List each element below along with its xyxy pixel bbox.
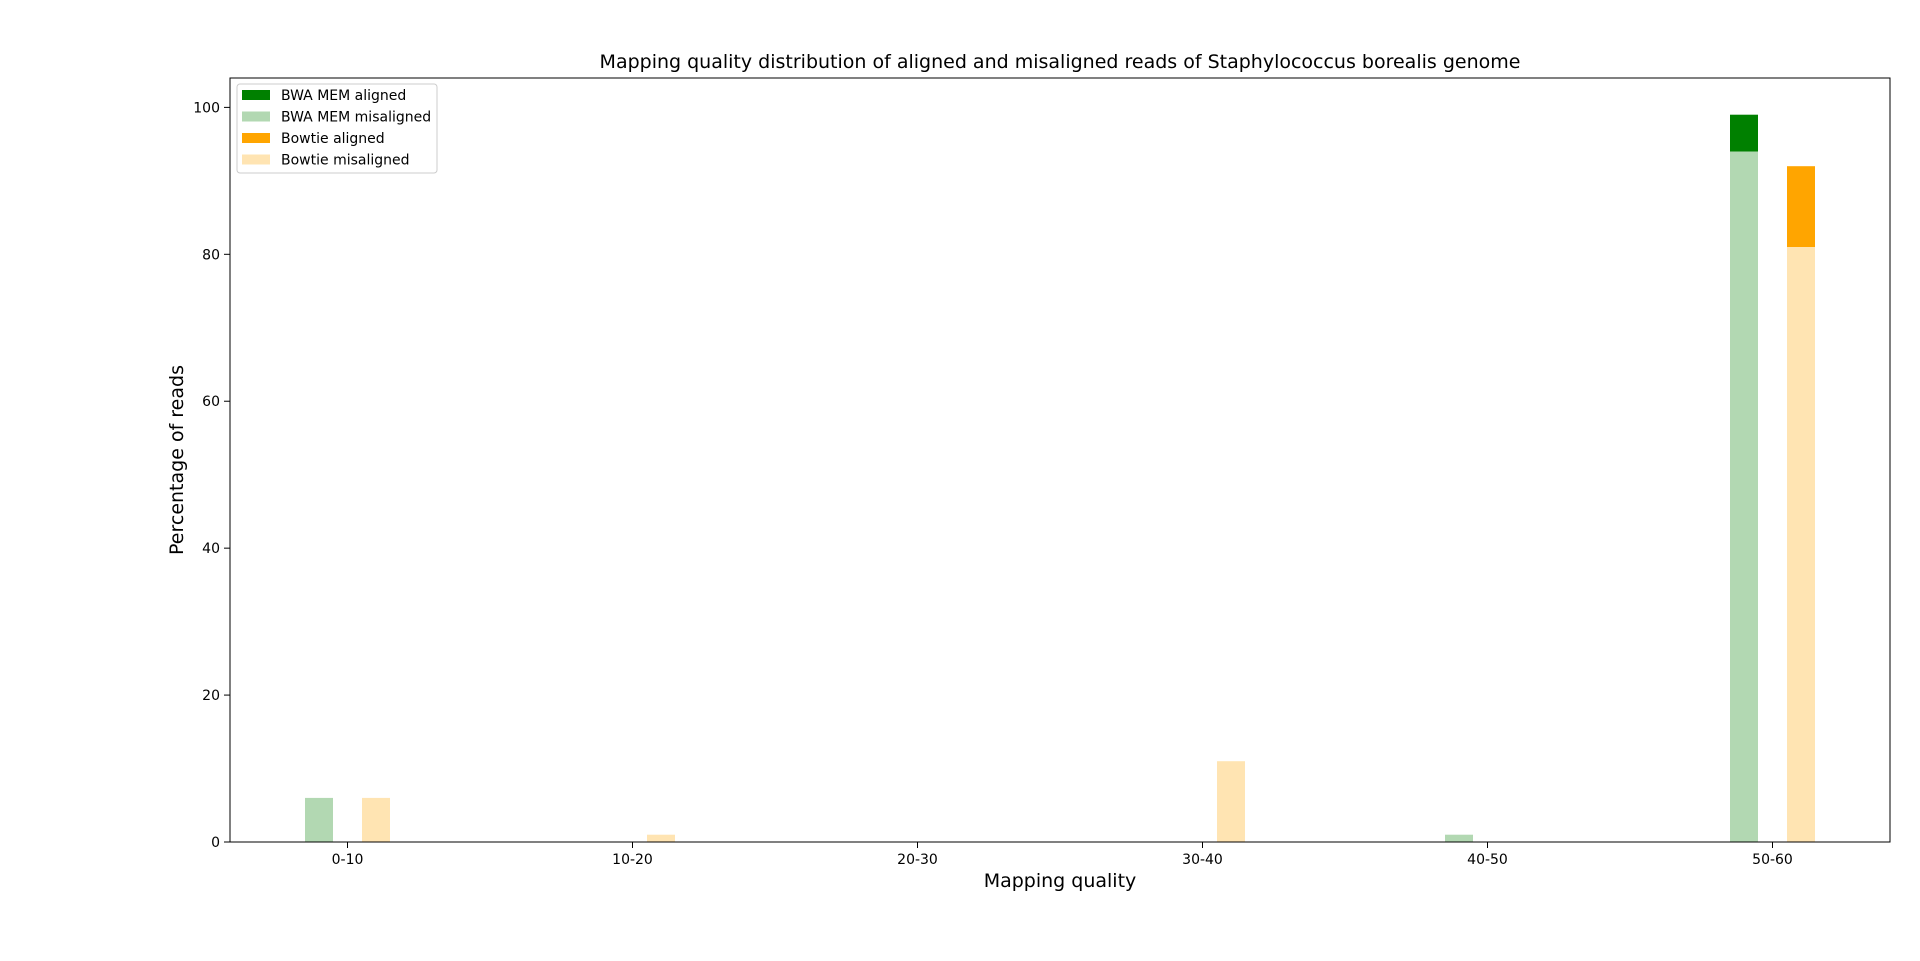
y-tick-label: 60 — [202, 394, 220, 410]
bars-layer — [305, 114, 1815, 842]
bar-bowtie-misaligned-50-60 — [1787, 247, 1815, 842]
x-tick-label: 50-60 — [1752, 852, 1793, 868]
bar-bwa-mem-misaligned-50-60 — [1730, 151, 1758, 842]
legend-label-bwa-mem-aligned: BWA MEM aligned — [281, 88, 406, 104]
y-tick-label: 100 — [193, 100, 220, 116]
legend-swatch-bowtie-aligned — [242, 133, 270, 143]
y-axis: 0 20 40 60 80 100 — [193, 100, 230, 851]
plot-frame — [229, 77, 1891, 843]
bar-bowtie-misaligned-30-40 — [1217, 761, 1245, 842]
legend-label-bwa-mem-misaligned: BWA MEM misaligned — [281, 110, 431, 126]
legend-label-bowtie-misaligned: Bowtie misaligned — [281, 153, 410, 169]
legend-swatch-bwa-mem-aligned — [242, 90, 270, 100]
bar-bwa-mem-misaligned-40-50 — [1445, 834, 1473, 842]
legend-frame — [236, 83, 438, 174]
bar-bwa-mem-misaligned-0-10 — [305, 797, 333, 842]
y-tick-label: 40 — [202, 541, 220, 557]
legend-label-bowtie-aligned: Bowtie aligned — [281, 131, 385, 147]
bar-bowtie-misaligned-0-10 — [362, 797, 390, 842]
x-axis: 0-10 10-20 20-30 30-40 40-50 50-60 — [332, 842, 1793, 868]
legend-swatch-bwa-mem-misaligned — [242, 111, 270, 122]
x-tick-label: 10-20 — [612, 852, 653, 868]
plot-background — [230, 78, 1890, 842]
x-tick-label: 30-40 — [1182, 852, 1223, 868]
y-tick-label: 20 — [202, 688, 220, 704]
legend-swatch-bowtie-misaligned — [242, 154, 270, 165]
bar-bowtie-misaligned-10-20 — [647, 834, 675, 842]
y-tick-label: 0 — [211, 835, 220, 851]
y-tick-label: 80 — [202, 247, 220, 263]
y-axis-label: Percentage of reads — [166, 365, 188, 555]
legend: BWA MEM aligned BWA MEM misaligned Bowtie … — [236, 83, 438, 174]
x-tick-label: 20-30 — [897, 852, 938, 868]
chart-title: Mapping quality distribution of aligned … — [600, 51, 1521, 73]
x-tick-label: 40-50 — [1467, 852, 1508, 868]
x-tick-label: 0-10 — [332, 852, 364, 868]
x-axis-label: Mapping quality — [984, 870, 1137, 892]
